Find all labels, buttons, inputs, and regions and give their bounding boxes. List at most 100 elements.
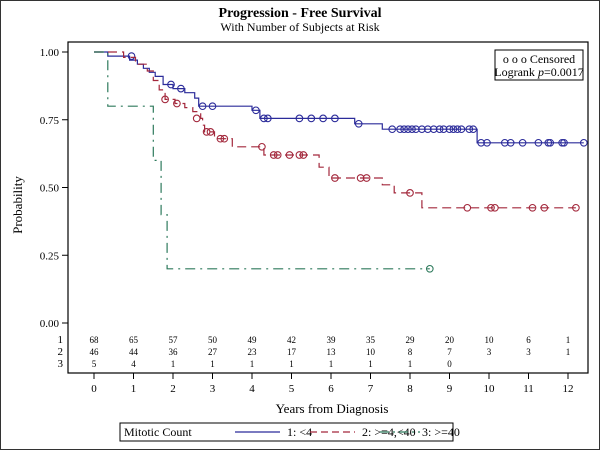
censor-marker [331, 174, 339, 182]
x-tick-label: 2 [170, 383, 176, 395]
x-tick-label: 4 [249, 383, 255, 395]
censor-marker [388, 125, 397, 134]
y-axis-label: Probability [10, 176, 25, 234]
at-risk-value: 42 [287, 335, 296, 345]
at-risk-value: 3 [487, 347, 492, 357]
censor-marker [285, 151, 294, 159]
at-risk-value: 7 [447, 347, 452, 357]
at-risk-row-label: 2 [58, 346, 64, 358]
at-risk-value: 44 [129, 347, 139, 357]
legend-frame [119, 422, 454, 442]
censor-marker [263, 114, 272, 123]
censor-marker [198, 102, 207, 111]
at-risk-value: 57 [169, 335, 179, 345]
censor-marker [295, 114, 304, 123]
censor-marker [534, 138, 543, 147]
censor-marker [429, 125, 438, 134]
at-risk-value: 10 [485, 335, 495, 345]
at-risk-value: 65 [129, 335, 139, 345]
censor-marker [362, 174, 371, 182]
at-risk-value: 5 [92, 359, 97, 369]
censor-marker [418, 125, 426, 134]
at-risk-value: 35 [366, 335, 376, 345]
at-risk-value: 50 [208, 335, 218, 345]
censor-marker [269, 151, 278, 159]
at-risk-row-label: 3 [58, 358, 64, 370]
logrank-label: Logrank p=0.0017 [494, 65, 583, 79]
x-tick-label: 3 [210, 383, 216, 395]
x-tick-label: 11 [523, 383, 534, 395]
censor-marker [167, 80, 175, 89]
censor-marker [457, 125, 466, 134]
plot-frame [67, 41, 589, 374]
chart-title: Progression - Free Survival [219, 6, 382, 21]
censor-marker [579, 138, 588, 147]
x-tick-label: 6 [328, 383, 334, 395]
y-tick-label: 1.00 [40, 47, 60, 59]
censor-marker [220, 134, 229, 143]
censor-marker [404, 125, 412, 134]
legend-title: Mitotic Count [124, 425, 192, 439]
at-risk-value: 29 [406, 335, 416, 345]
censor-marker [307, 114, 316, 123]
at-risk-value: 1 [408, 359, 413, 369]
x-tick-label: 8 [407, 383, 413, 395]
censor-marker [260, 114, 268, 123]
censor-marker [423, 125, 432, 134]
x-tick-label: 7 [368, 383, 374, 395]
censor-marker [208, 102, 217, 111]
censor-marker [177, 84, 185, 93]
censor-marker [425, 264, 434, 273]
censor-marker [396, 125, 404, 134]
censor-marker [408, 125, 416, 134]
censor-marker [173, 99, 181, 108]
y-tick-label: 0.75 [40, 115, 60, 127]
censor-marker [127, 52, 136, 60]
legend-entry-1: 1: <4 [287, 425, 312, 439]
censor-marker [412, 125, 420, 134]
censor-marker [435, 125, 444, 134]
censor-marker [206, 128, 215, 136]
logrank-text: Logrank [494, 65, 538, 79]
censor-marker [483, 138, 491, 147]
x-axis-label: Years from Diagnosis [276, 401, 389, 416]
legend-entry-3: 3: >=40 [422, 425, 460, 439]
censor-marker [161, 95, 169, 104]
at-risk-value: 68 [90, 335, 100, 345]
censor-marker [477, 138, 485, 147]
censor-marker [506, 138, 515, 147]
legend: Mitotic Count 1: <4 2: >=4,<40 3: >=40 [119, 422, 460, 442]
censor-marker [572, 203, 580, 212]
censor-marker [295, 151, 304, 159]
x-tick-label: 12 [563, 383, 574, 395]
at-risk-value: 49 [248, 335, 258, 345]
censor-marker [273, 151, 282, 159]
censor-marker [491, 203, 499, 212]
censor-marker [465, 125, 474, 134]
survival-curves [94, 51, 588, 273]
censor-marker [453, 125, 462, 134]
at-risk-value: 46 [90, 347, 100, 357]
censor-marker [354, 119, 363, 128]
y-tick-label: 0.50 [40, 183, 60, 195]
censor-marker [560, 138, 568, 147]
at-risk-value: 17 [287, 347, 297, 357]
at-risk-table: 1 68 65 57 50 49 42 39 35 29 20 10 6 12 46 44 36 27 23 17 13… [58, 334, 571, 370]
at-risk-value: 39 [327, 335, 337, 345]
chart-subtitle: With Number of Subjects at Risk [220, 20, 379, 34]
logrank-value: =0.0017 [544, 65, 584, 79]
x-axis: 0 1 2 3 4 5 6 7 8 9 10 11 12 [91, 373, 574, 395]
x-tick-label: 1 [131, 383, 137, 395]
at-risk-value: 1 [210, 359, 215, 369]
at-risk-value: 1 [171, 359, 176, 369]
censor-marker [463, 203, 472, 212]
censor-marker [252, 106, 260, 115]
censor-marker [469, 125, 478, 134]
censor-marker [356, 174, 365, 182]
censor-marker [518, 138, 527, 147]
at-risk-value: 27 [208, 347, 218, 357]
censor-marker [445, 125, 454, 134]
y-axis: 0.00 0.25 0.50 0.75 1.00 [40, 47, 68, 330]
at-risk-value: 1 [250, 359, 255, 369]
x-tick-label: 5 [289, 383, 295, 395]
